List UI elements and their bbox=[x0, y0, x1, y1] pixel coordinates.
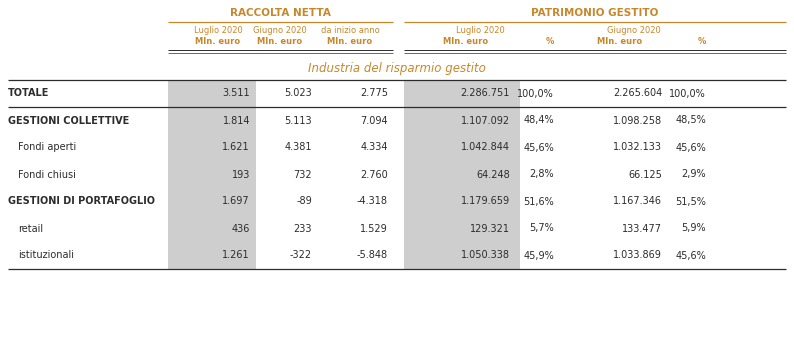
Text: 1.697: 1.697 bbox=[222, 196, 250, 206]
Text: 1.529: 1.529 bbox=[360, 223, 388, 234]
Text: %: % bbox=[698, 37, 706, 46]
Text: 48,4%: 48,4% bbox=[523, 115, 554, 126]
Text: GESTIONI DI PORTAFOGLIO: GESTIONI DI PORTAFOGLIO bbox=[8, 196, 155, 206]
Text: 1.032.133: 1.032.133 bbox=[613, 143, 662, 153]
Text: 4.334: 4.334 bbox=[360, 143, 388, 153]
Text: PATRIMONIO GESTITO: PATRIMONIO GESTITO bbox=[531, 8, 659, 18]
Text: 732: 732 bbox=[293, 170, 312, 179]
Text: 2.775: 2.775 bbox=[360, 88, 388, 98]
Bar bbox=[404, 188, 520, 215]
Text: %: % bbox=[545, 37, 554, 46]
Text: 1.814: 1.814 bbox=[222, 115, 250, 126]
Text: 2,9%: 2,9% bbox=[681, 170, 706, 179]
Text: 4.381: 4.381 bbox=[284, 143, 312, 153]
Text: 2.265.604: 2.265.604 bbox=[613, 88, 662, 98]
Text: 129.321: 129.321 bbox=[470, 223, 510, 234]
Text: 100,0%: 100,0% bbox=[669, 88, 706, 98]
Text: 66.125: 66.125 bbox=[628, 170, 662, 179]
Text: 2.760: 2.760 bbox=[360, 170, 388, 179]
Text: Giugno 2020: Giugno 2020 bbox=[607, 26, 661, 35]
Bar bbox=[168, 188, 256, 215]
Text: -89: -89 bbox=[296, 196, 312, 206]
Bar bbox=[168, 134, 256, 161]
Text: Fondi aperti: Fondi aperti bbox=[18, 143, 76, 153]
Text: da inizio anno: da inizio anno bbox=[321, 26, 380, 35]
Text: 1.167.346: 1.167.346 bbox=[613, 196, 662, 206]
Text: RACCOLTA NETTA: RACCOLTA NETTA bbox=[230, 8, 331, 18]
Text: GESTIONI COLLETTIVE: GESTIONI COLLETTIVE bbox=[8, 115, 129, 126]
Text: 1.098.258: 1.098.258 bbox=[613, 115, 662, 126]
Text: 45,9%: 45,9% bbox=[523, 251, 554, 261]
Text: 5.023: 5.023 bbox=[284, 88, 312, 98]
Text: 100,0%: 100,0% bbox=[517, 88, 554, 98]
Text: Mln. euro: Mln. euro bbox=[327, 37, 372, 46]
Text: Mln. euro: Mln. euro bbox=[597, 37, 642, 46]
Text: 51,6%: 51,6% bbox=[523, 196, 554, 206]
Text: 7.094: 7.094 bbox=[360, 115, 388, 126]
Text: 1.621: 1.621 bbox=[222, 143, 250, 153]
Text: 5,7%: 5,7% bbox=[530, 223, 554, 234]
Text: TOTALE: TOTALE bbox=[8, 88, 49, 98]
Text: 1.179.659: 1.179.659 bbox=[461, 196, 510, 206]
Bar bbox=[168, 107, 256, 134]
Text: 3.511: 3.511 bbox=[222, 88, 250, 98]
Text: 133.477: 133.477 bbox=[622, 223, 662, 234]
Bar bbox=[404, 107, 520, 134]
Text: 48,5%: 48,5% bbox=[675, 115, 706, 126]
Text: 233: 233 bbox=[294, 223, 312, 234]
Text: Giugno 2020: Giugno 2020 bbox=[253, 26, 306, 35]
Text: 5.113: 5.113 bbox=[284, 115, 312, 126]
Text: 5,9%: 5,9% bbox=[681, 223, 706, 234]
Text: 45,6%: 45,6% bbox=[675, 251, 706, 261]
Text: -4.318: -4.318 bbox=[357, 196, 388, 206]
Text: 1.050.338: 1.050.338 bbox=[461, 251, 510, 261]
Text: -5.848: -5.848 bbox=[357, 251, 388, 261]
Text: retail: retail bbox=[18, 223, 43, 234]
Bar bbox=[404, 134, 520, 161]
Text: 1.033.869: 1.033.869 bbox=[613, 251, 662, 261]
Text: 436: 436 bbox=[232, 223, 250, 234]
Text: Luglio 2020: Luglio 2020 bbox=[456, 26, 504, 35]
Bar bbox=[168, 161, 256, 188]
Text: Industria del risparmio gestito: Industria del risparmio gestito bbox=[308, 62, 486, 75]
Text: -322: -322 bbox=[290, 251, 312, 261]
Bar bbox=[168, 80, 256, 107]
Text: 1.042.844: 1.042.844 bbox=[461, 143, 510, 153]
Text: Fondi chiusi: Fondi chiusi bbox=[18, 170, 76, 179]
Text: Luglio 2020: Luglio 2020 bbox=[194, 26, 242, 35]
Bar bbox=[168, 215, 256, 242]
Text: Mln. euro: Mln. euro bbox=[443, 37, 488, 46]
Text: istituzionali: istituzionali bbox=[18, 251, 74, 261]
Text: 2,8%: 2,8% bbox=[530, 170, 554, 179]
Bar bbox=[168, 242, 256, 269]
Text: 1.107.092: 1.107.092 bbox=[461, 115, 510, 126]
Text: Mln. euro: Mln. euro bbox=[195, 37, 241, 46]
Text: 45,6%: 45,6% bbox=[675, 143, 706, 153]
Text: 193: 193 bbox=[232, 170, 250, 179]
Text: 64.248: 64.248 bbox=[476, 170, 510, 179]
Bar bbox=[404, 242, 520, 269]
Bar bbox=[404, 80, 520, 107]
Bar bbox=[404, 215, 520, 242]
Text: 45,6%: 45,6% bbox=[523, 143, 554, 153]
Text: Mln. euro: Mln. euro bbox=[257, 37, 303, 46]
Text: 1.261: 1.261 bbox=[222, 251, 250, 261]
Bar bbox=[404, 161, 520, 188]
Text: 2.286.751: 2.286.751 bbox=[461, 88, 510, 98]
Text: 51,5%: 51,5% bbox=[675, 196, 706, 206]
